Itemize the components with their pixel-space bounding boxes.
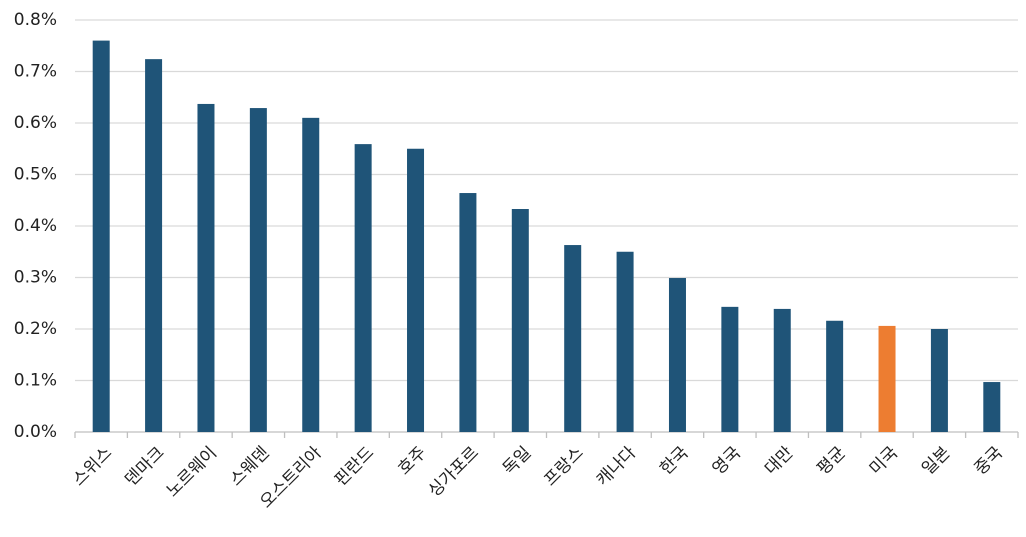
bar — [354, 144, 372, 433]
y-tick-label: 0.1% — [14, 371, 57, 391]
x-tick-label: 스위스 — [69, 443, 116, 490]
bar — [92, 40, 110, 432]
bar — [564, 245, 582, 432]
y-tick-label: 0.4% — [14, 216, 57, 236]
x-tick-label: 한국 — [656, 443, 692, 479]
y-tick-label: 0.6% — [14, 113, 57, 133]
x-tick-label: 프랑스 — [540, 443, 587, 490]
bar — [249, 108, 267, 432]
x-tick-label: 대만 — [761, 443, 798, 480]
bar — [721, 306, 739, 432]
bar — [930, 329, 948, 432]
x-tick-label: 스웨덴 — [226, 443, 273, 490]
x-tick-label: 싱가포르 — [425, 443, 483, 501]
bar — [983, 382, 1001, 432]
bar — [197, 103, 215, 432]
x-tick-label: 노르웨이 — [163, 443, 221, 501]
x-tick-label: 캐나다 — [593, 443, 641, 491]
x-tick-label: 미국 — [866, 443, 902, 479]
bar — [616, 251, 634, 432]
x-tick-label: 영국 — [709, 443, 745, 479]
bar — [145, 59, 163, 432]
x-tick-label: 덴마크 — [121, 443, 168, 490]
x-tick-label: 독일 — [499, 443, 535, 479]
bar — [511, 209, 529, 432]
x-tick-label: 일본 — [918, 443, 954, 479]
y-tick-label: 0.3% — [14, 268, 57, 288]
x-tick-label: 호주 — [394, 443, 430, 479]
x-tick-label: 평균 — [813, 443, 849, 479]
y-tick-label: 0.7% — [14, 62, 57, 82]
x-tick-label: 핀란드 — [331, 443, 378, 490]
y-tick-label: 0.8% — [14, 10, 57, 30]
x-tick-label: 중국 — [971, 443, 1007, 479]
bar — [302, 117, 320, 432]
bar — [826, 320, 844, 432]
bar — [668, 278, 686, 432]
y-tick-label: 0.2% — [14, 319, 57, 339]
bar — [459, 193, 477, 432]
y-tick-label: 0.0% — [14, 422, 57, 442]
bar — [878, 325, 896, 432]
bar — [407, 148, 425, 432]
bar — [773, 308, 791, 432]
y-tick-label: 0.5% — [14, 165, 57, 185]
